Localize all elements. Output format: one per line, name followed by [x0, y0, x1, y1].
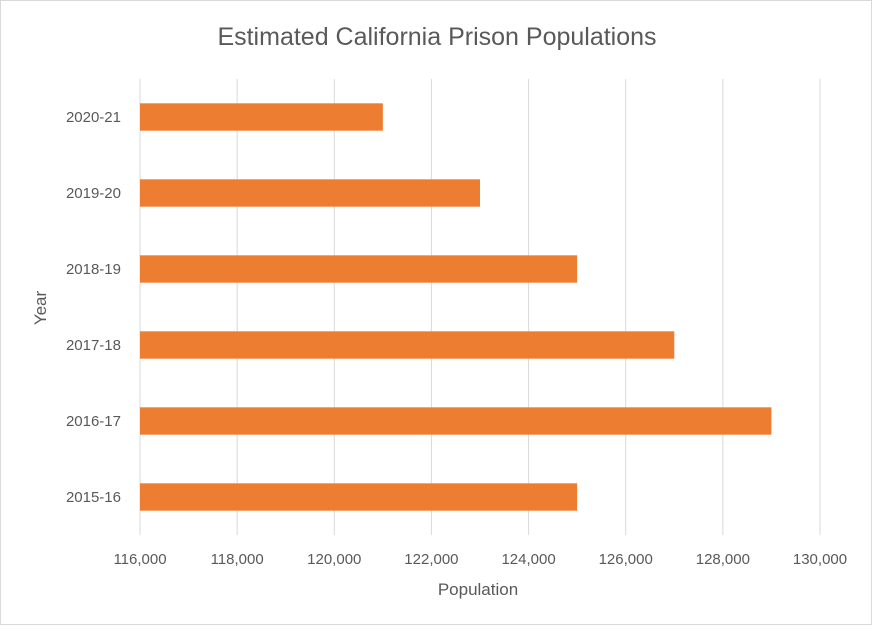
x-tick-label: 126,000: [599, 551, 653, 568]
y-tick-label: 2019-20: [66, 185, 121, 202]
bar-2019-20: [140, 179, 480, 207]
bar-2015-16: [140, 483, 578, 511]
x-tick-label: 118,000: [211, 551, 264, 568]
bar-2020-21: [140, 103, 383, 131]
x-axis-ticks: 116,000 118,000 120,000 122,000 124,000 126,0…: [113, 551, 847, 568]
chart-title: Estimated California Prison Populations: [217, 23, 656, 51]
x-tick-label: 120,000: [307, 551, 361, 568]
y-tick-label: 2017-18: [66, 337, 121, 354]
x-tick-label: 128,000: [696, 551, 750, 568]
x-tick-label: 130,000: [793, 551, 847, 568]
x-tick-label: 122,000: [404, 551, 458, 568]
x-tick-label: 116,000: [113, 551, 166, 568]
bar-2016-17: [140, 407, 772, 435]
y-axis-ticks: 2015-16 2016-17 2017-18 2018-19 2019-20 2020-…: [66, 109, 121, 506]
bar-2018-19: [140, 255, 578, 283]
y-tick-label: 2020-21: [66, 109, 121, 126]
y-tick-label: 2018-19: [66, 261, 121, 278]
gridlines: [139, 79, 821, 535]
bars: [140, 103, 772, 511]
x-axis-label: Population: [438, 580, 518, 599]
y-tick-label: 2015-16: [66, 489, 121, 506]
x-tick-label: 124,000: [501, 551, 555, 568]
y-axis-label: Year: [31, 290, 50, 325]
y-tick-label: 2016-17: [66, 413, 121, 430]
bar-2017-18: [140, 331, 675, 359]
